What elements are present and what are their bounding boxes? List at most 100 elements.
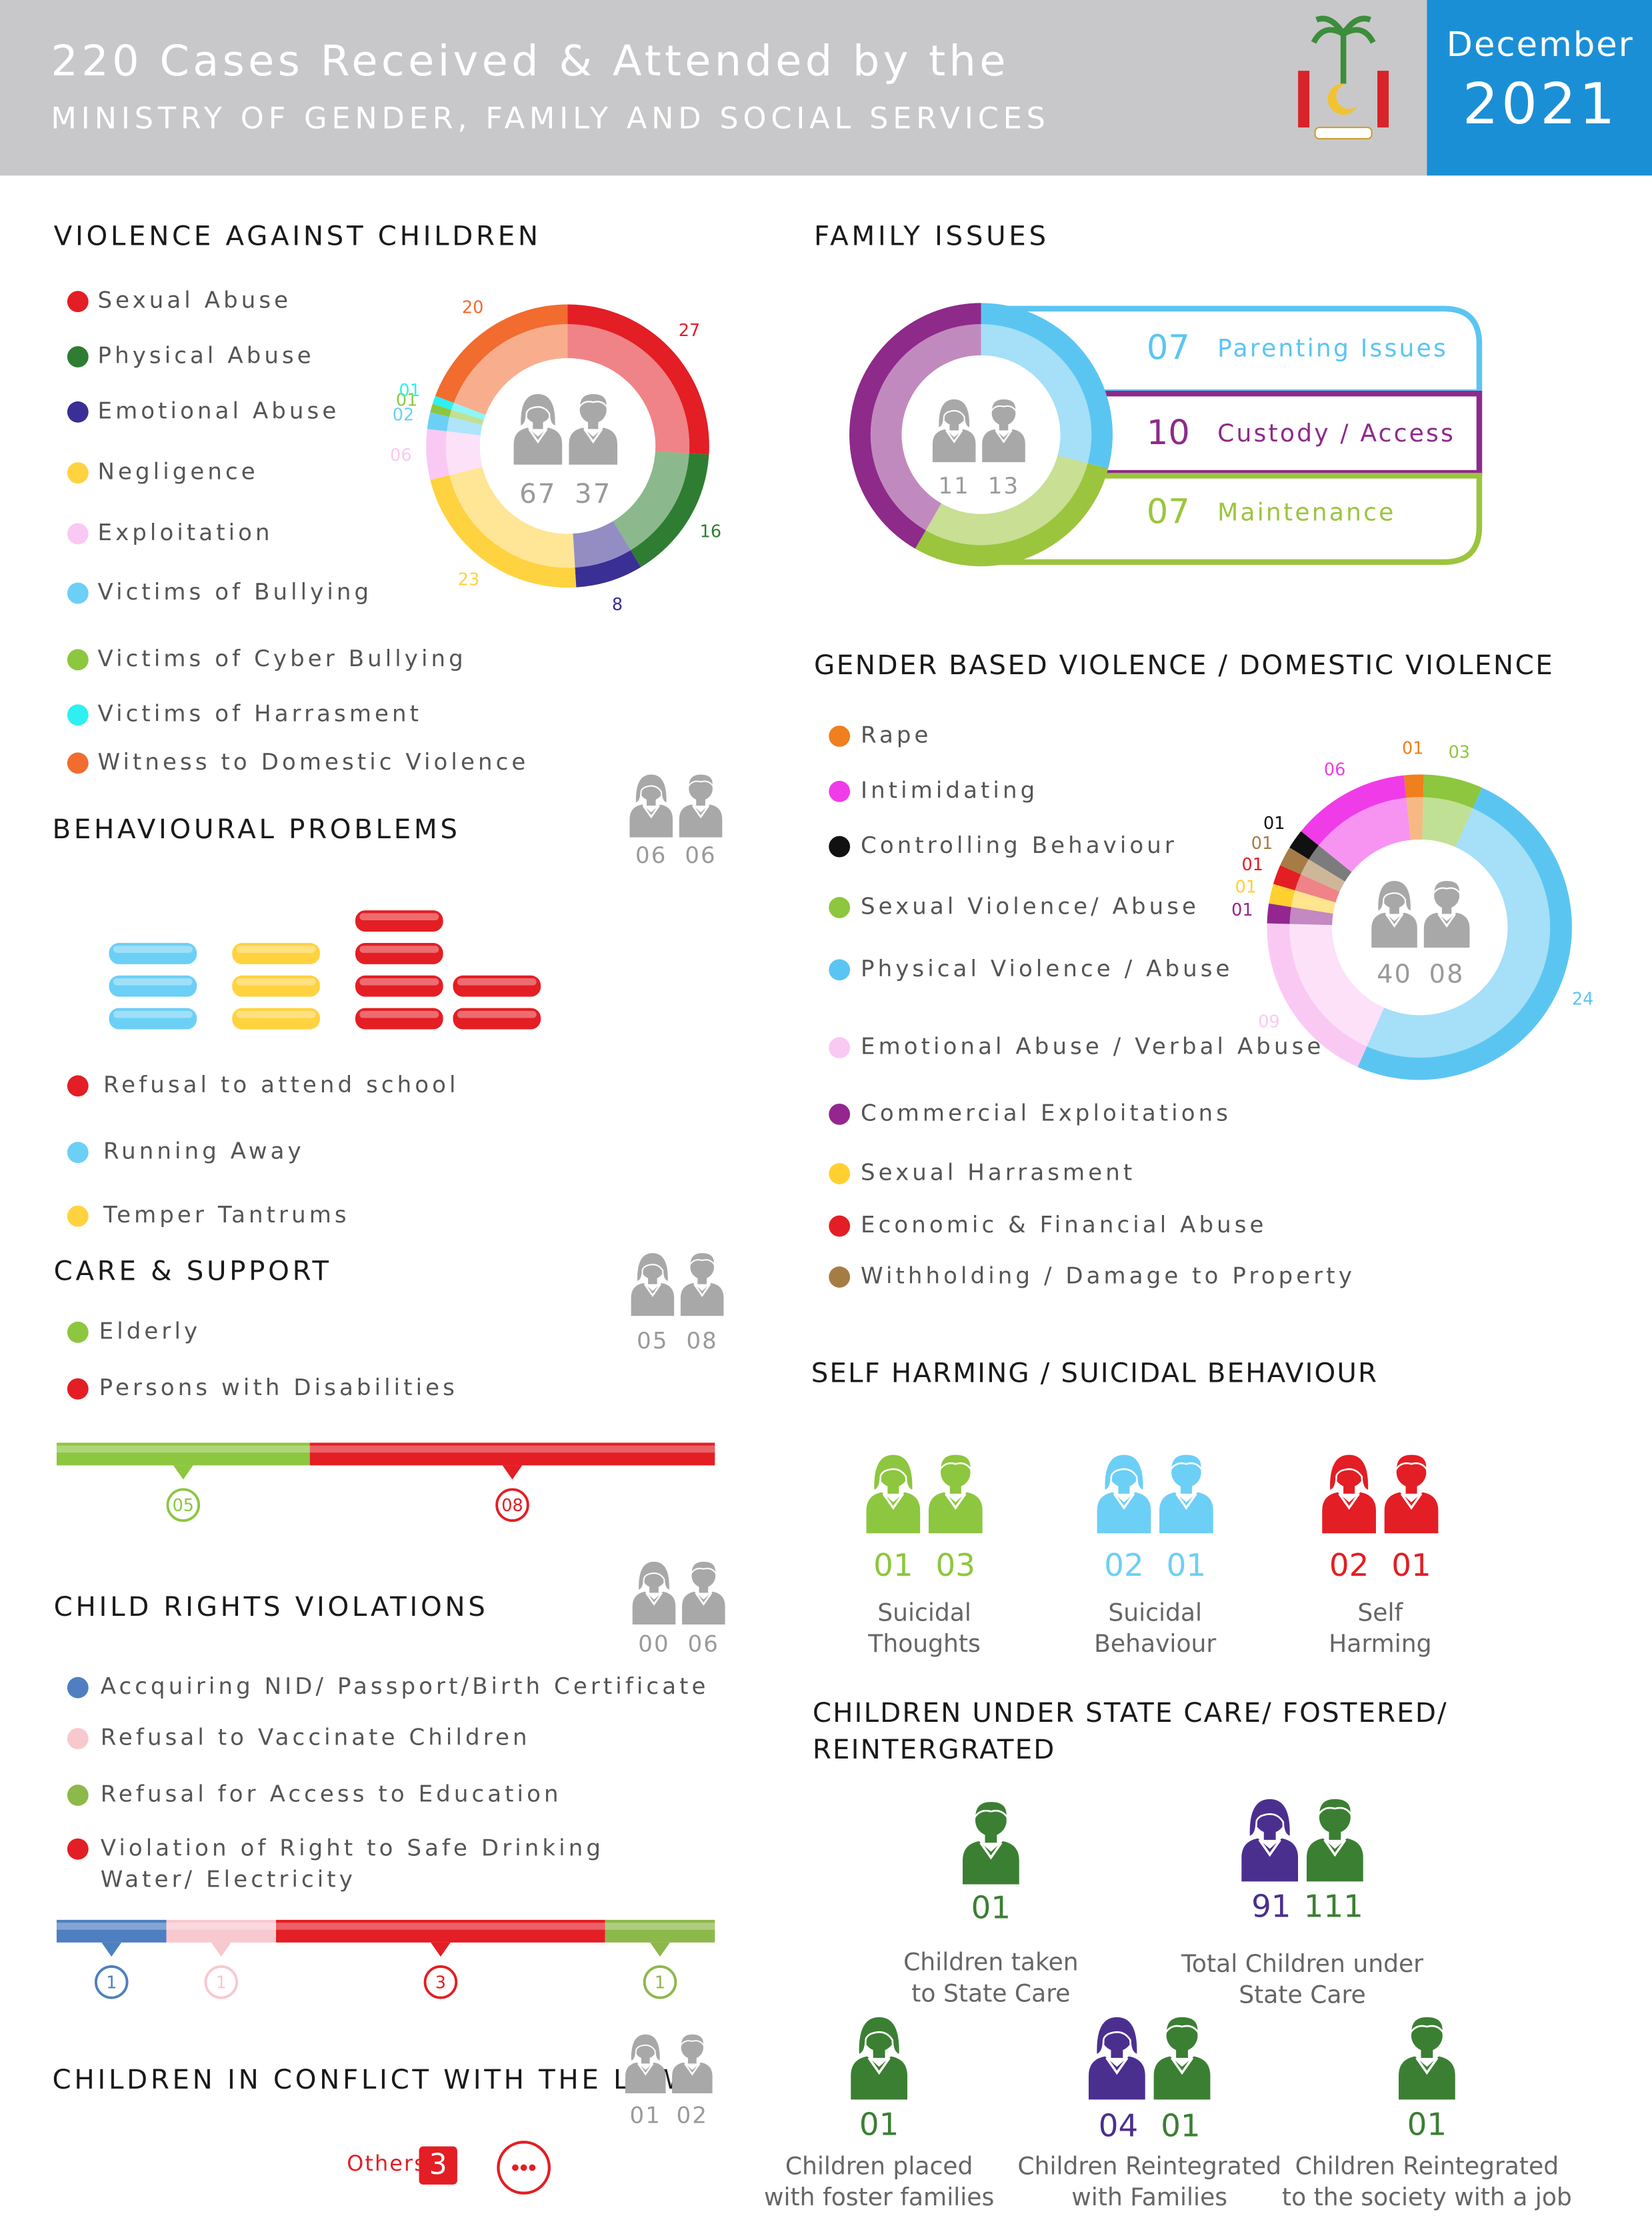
person-icon	[569, 392, 618, 465]
legend-label: Victims of Cyber Bullying	[98, 646, 467, 672]
collar	[1113, 1492, 1135, 1510]
donut-segment	[613, 451, 709, 568]
hair	[630, 2033, 661, 2063]
legend-label: Refusal to attend school	[103, 1072, 459, 1098]
legend-dot	[67, 1075, 89, 1097]
legend-label: Victims of Bullying	[98, 579, 373, 606]
donut-segment	[1267, 923, 1385, 1068]
text-line: with Families	[1071, 2183, 1227, 2211]
segment-outer	[630, 453, 709, 568]
person-icon	[625, 2033, 666, 2093]
head	[991, 401, 1016, 425]
text-line: Suicidal	[1108, 1598, 1202, 1626]
segment-inner	[445, 431, 483, 475]
hair	[1433, 879, 1461, 896]
person-icon	[629, 773, 673, 838]
collar	[1437, 913, 1456, 928]
value-badge	[94, 1965, 129, 1999]
bar-highlight	[276, 1923, 605, 1930]
collar	[643, 1283, 661, 1297]
person-icon	[866, 1453, 921, 1534]
head	[975, 1805, 1007, 1837]
body	[932, 429, 976, 462]
value-badge	[204, 1965, 239, 1999]
head	[940, 1457, 971, 1488]
section-title: CHILDREN IN CONFLICT WITH THE LAW	[53, 2064, 682, 2095]
legend-label: Refusal to Vaccinate Children	[101, 1725, 531, 1751]
collar	[1170, 2057, 1194, 2075]
data-label: 01	[399, 381, 420, 401]
body	[1159, 1492, 1213, 1534]
segment-outer	[432, 395, 454, 410]
date-box	[1427, 0, 1652, 176]
bar-highlight	[56, 1445, 310, 1453]
segment-outer	[1273, 865, 1301, 891]
section-title: CHILDREN UNDER STATE CARE/ FOSTERED/REIN…	[813, 1697, 1448, 1765]
data-label: 8	[612, 595, 623, 615]
more-dot	[520, 2164, 527, 2171]
body	[1371, 912, 1417, 948]
legend-dot	[67, 1677, 89, 1699]
data-label: 01	[1402, 738, 1423, 758]
pill-shine	[359, 946, 439, 953]
collar	[1323, 1839, 1347, 1857]
data-label: 01	[1263, 814, 1285, 834]
section-title: GENDER BASED VIOLENCE / DOMESTIC VIOLENC…	[814, 650, 1554, 681]
text-line: Children Reintegrated	[1017, 2152, 1281, 2180]
girls-count: 11	[938, 473, 969, 499]
person-icon	[851, 2015, 907, 2100]
value-label: 10	[1147, 413, 1190, 453]
person-icon	[1399, 2015, 1455, 2100]
head	[579, 396, 607, 423]
donut-segment	[1403, 774, 1424, 840]
bar-segment	[166, 1919, 277, 1943]
boys-count: 08	[1429, 960, 1465, 989]
pill-shine	[359, 978, 439, 986]
segment-outer	[1280, 847, 1309, 875]
person-icon	[1384, 1453, 1439, 1534]
data-label: 27	[679, 321, 700, 341]
segment-inner	[870, 324, 981, 531]
hair	[973, 1800, 1009, 1821]
hair	[679, 2033, 705, 2048]
data-label: 02	[393, 405, 414, 425]
text-line: Water/ Electricity	[101, 1866, 356, 1893]
collar	[1415, 2057, 1439, 2075]
segment-inner	[1422, 797, 1473, 848]
donut-segment	[1273, 865, 1340, 903]
text-line: Behaviour	[1094, 1630, 1216, 1658]
value-badge	[643, 1965, 677, 1999]
legend-dot	[829, 1215, 851, 1237]
section-title: CHILD RIGHTS VIOLATIONS	[54, 1591, 489, 1622]
legend-dot	[67, 1838, 89, 1860]
bar-highlight	[56, 1923, 167, 1930]
pill-shine	[457, 978, 537, 986]
pointer	[431, 1942, 451, 1957]
segment-outer	[430, 403, 452, 417]
text-line: State Care	[1239, 1981, 1366, 2009]
collar	[882, 1492, 905, 1510]
girls-count: 01	[630, 2103, 661, 2129]
collar	[693, 1283, 711, 1297]
pill	[355, 910, 443, 932]
legend-dot	[829, 959, 851, 981]
boys-count: 08	[686, 1328, 717, 1354]
legend-dot	[67, 401, 89, 423]
bar-segment	[605, 1919, 715, 1943]
hair	[1165, 2015, 1200, 2036]
pointer	[650, 1942, 670, 1957]
text-line: to the society with a job	[1282, 2183, 1572, 2211]
item-label: Parenting Issues	[1217, 334, 1448, 362]
hair	[634, 773, 668, 804]
body	[1423, 912, 1470, 948]
bar-segment	[56, 1442, 310, 1466]
donut-segment	[432, 395, 486, 420]
body	[672, 2062, 713, 2093]
collar	[1258, 1839, 1281, 1857]
pointer	[101, 1942, 122, 1957]
more-button[interactable]	[497, 2141, 551, 2195]
girls-count: 40	[1377, 960, 1412, 989]
legend-dot	[829, 1266, 851, 1288]
